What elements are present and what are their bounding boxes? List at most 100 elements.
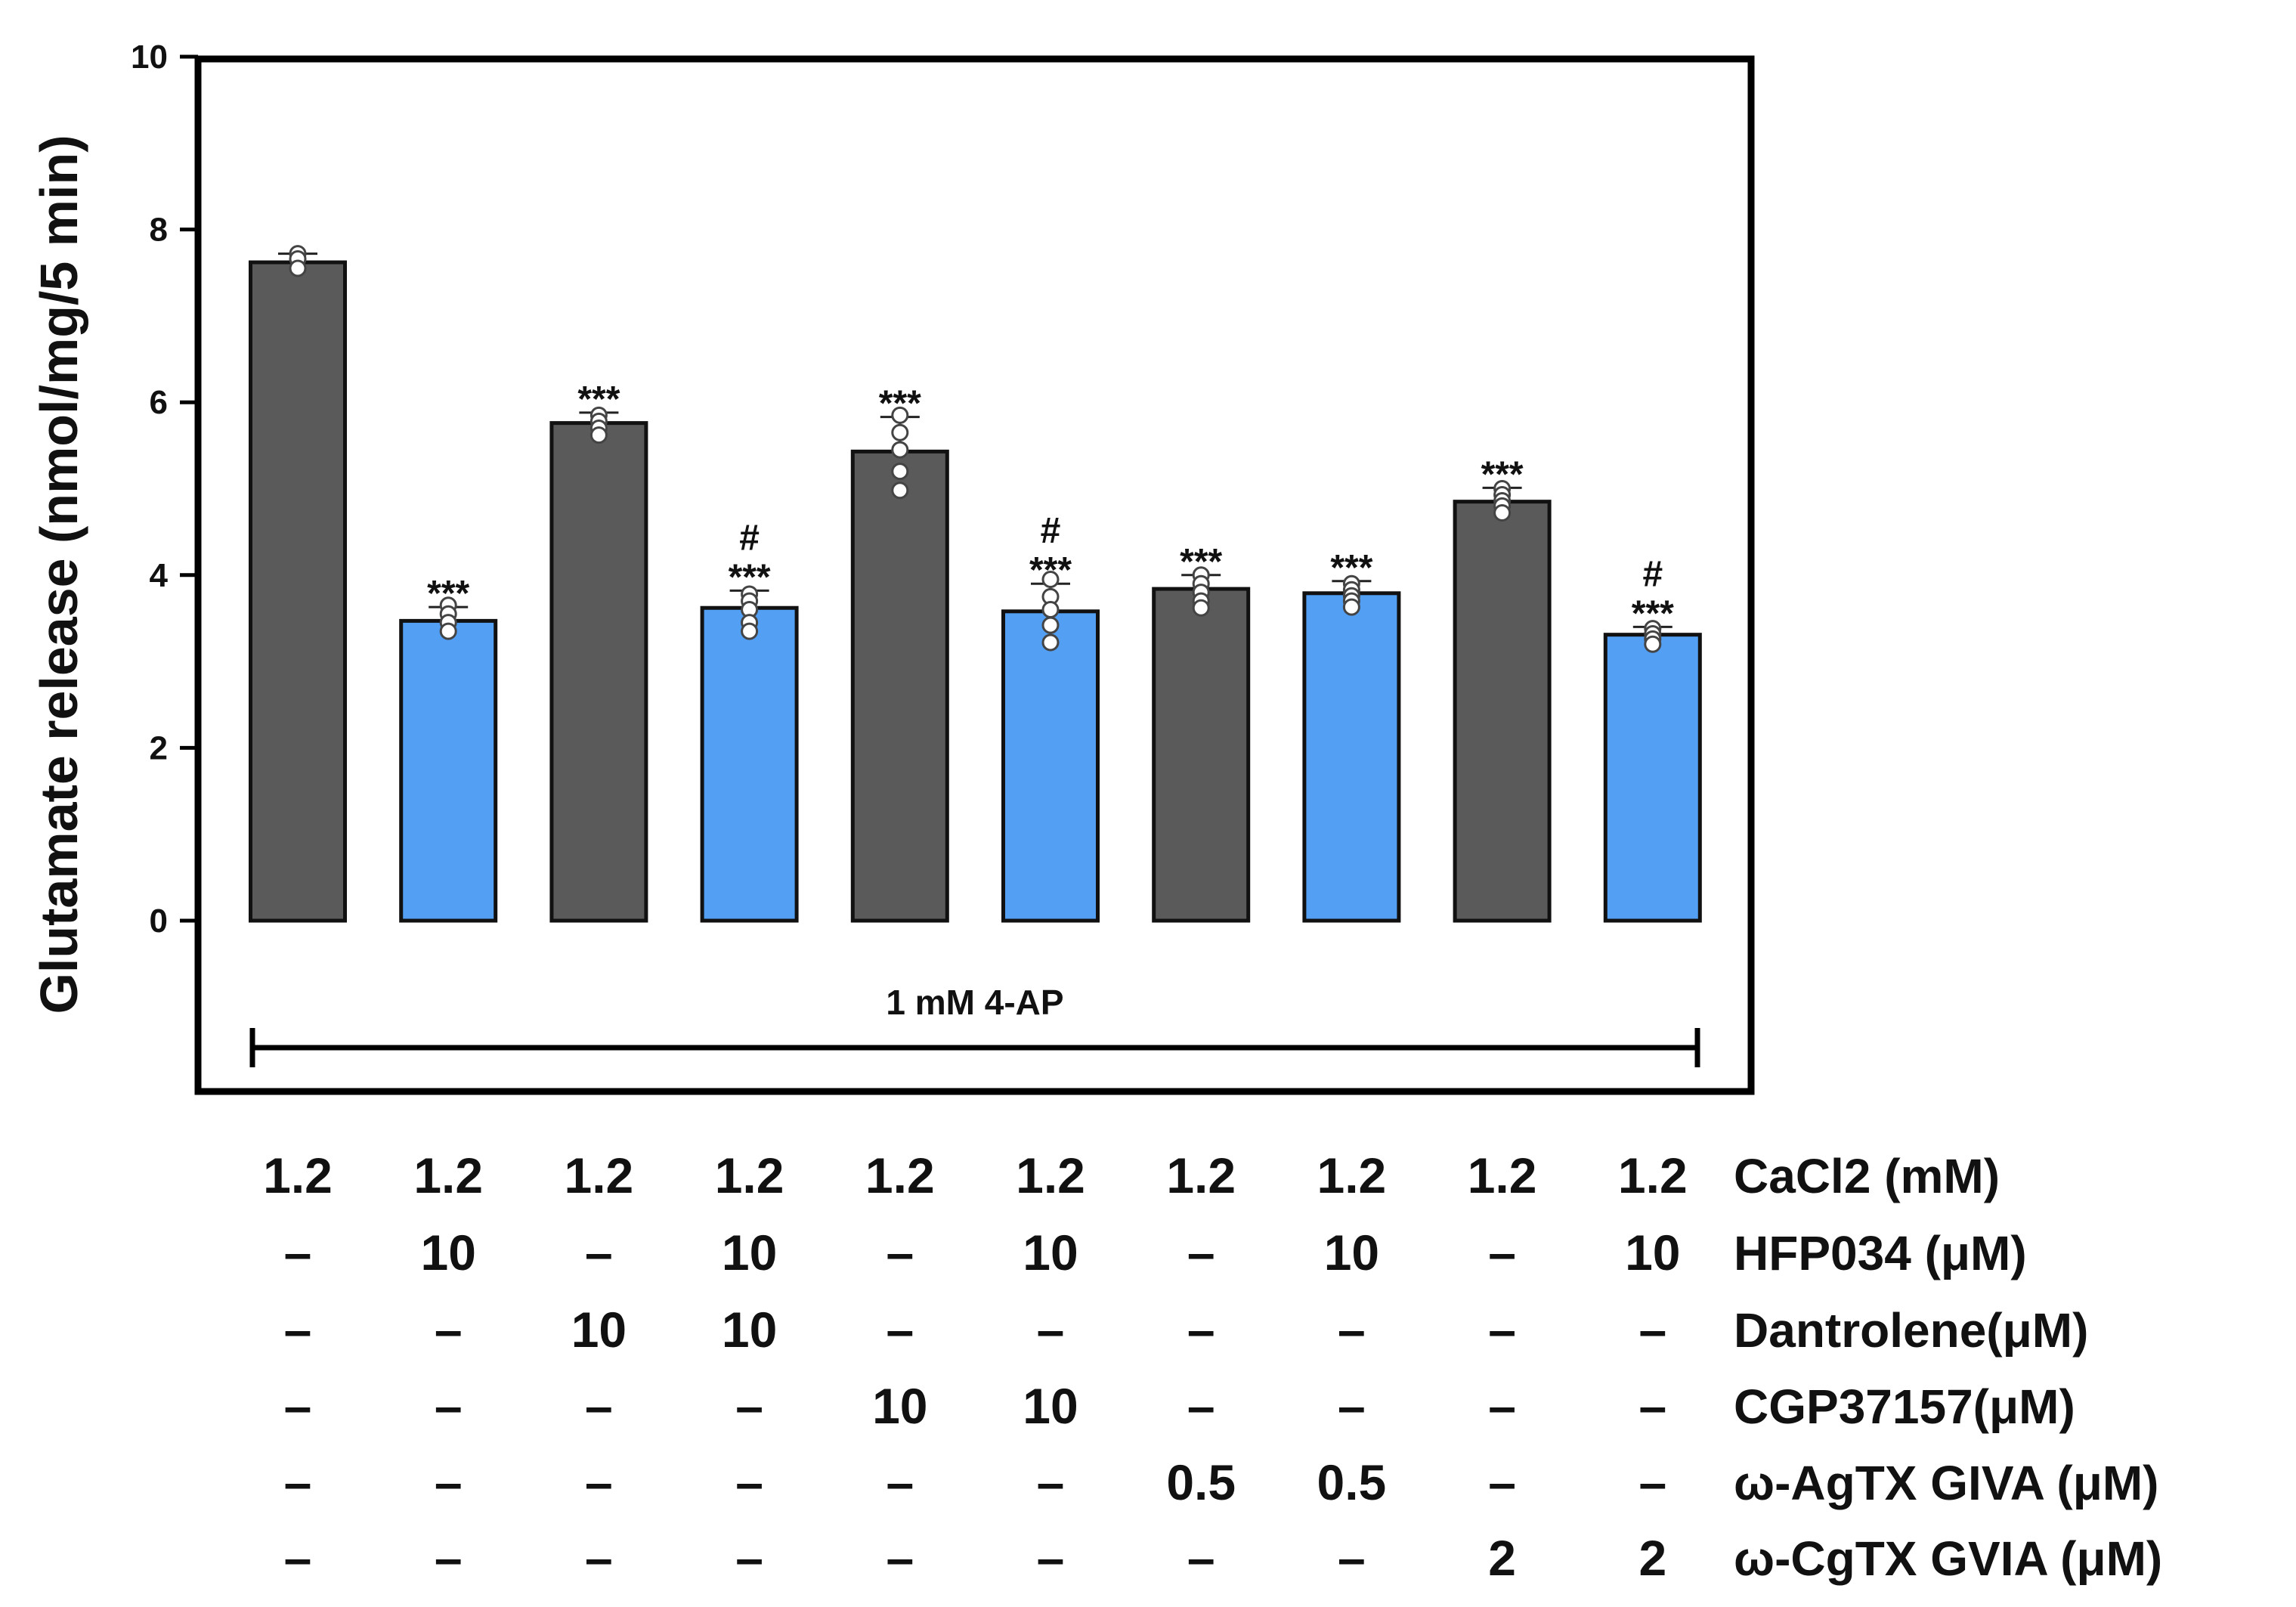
condition-value: 1.2 [1618, 1147, 1688, 1203]
condition-value: – [585, 1454, 613, 1510]
condition-value: 1.2 [1317, 1147, 1387, 1203]
significance-label: *** [1632, 593, 1674, 633]
condition-value: – [1488, 1454, 1516, 1510]
data-point [1041, 616, 1060, 634]
condition-value: – [585, 1378, 613, 1434]
condition-value: – [284, 1378, 312, 1434]
data-point [891, 463, 909, 481]
condition-value: 1.2 [565, 1147, 634, 1203]
condition-value: – [1338, 1530, 1366, 1586]
condition-value: 1.2 [865, 1147, 935, 1203]
condition-value: 10 [1625, 1225, 1680, 1280]
data-point [1342, 598, 1360, 616]
condition-value: 10 [571, 1302, 627, 1358]
condition-value: – [1187, 1378, 1215, 1434]
y-tick-label: 8 [150, 212, 168, 249]
y-tick-label: 10 [131, 39, 168, 76]
data-point [1041, 571, 1060, 589]
condition-label: CaCl2 (mM) [1734, 1149, 2000, 1203]
condition-value: 10 [872, 1378, 927, 1434]
significance-label: *** [427, 574, 469, 614]
condition-value: – [886, 1302, 914, 1358]
data-point [891, 441, 909, 459]
bar [549, 421, 648, 923]
data-point [891, 423, 909, 441]
condition-value: – [435, 1378, 463, 1434]
significance-label: *** [729, 557, 771, 597]
hash-label: # [739, 518, 760, 558]
condition-label: ω-CgTX GVIA (μM) [1734, 1531, 2162, 1586]
condition-value: – [1187, 1530, 1215, 1586]
condition-value: 0.5 [1166, 1454, 1236, 1510]
significance-label: *** [577, 379, 620, 420]
condition-value: – [1037, 1454, 1065, 1510]
conditions-table: 1.2 1.2 1.2 1.2 1.2 1.2 1.2 1.2 1.2 1.2 CaCl2 (mM)… [263, 1147, 2162, 1586]
condition-value: 1.2 [715, 1147, 784, 1203]
bar [1453, 500, 1552, 923]
bar [1302, 591, 1401, 923]
condition-value: 1.2 [413, 1147, 483, 1203]
hash-label: # [1041, 511, 1061, 551]
condition-value: – [735, 1378, 763, 1434]
condition-value: – [1338, 1302, 1366, 1358]
bar [249, 260, 347, 923]
condition-value: – [1488, 1302, 1516, 1358]
condition-value: 10 [1023, 1225, 1078, 1280]
condition-value: 10 [722, 1302, 777, 1358]
y-tick-label: 6 [150, 384, 168, 421]
bar [850, 449, 949, 923]
condition-value: 0.5 [1317, 1454, 1387, 1510]
bracket-label: 1 mM 4-AP [886, 983, 1063, 1022]
condition-value: 1.2 [1166, 1147, 1236, 1203]
data-point [589, 426, 608, 444]
data-point [1041, 601, 1060, 619]
condition-value: – [886, 1454, 914, 1510]
condition-value: – [1488, 1225, 1516, 1280]
data-point [891, 406, 909, 424]
condition-value: – [1037, 1530, 1065, 1586]
condition-label: ω-AgTX GIVA (μM) [1734, 1456, 2158, 1510]
condition-label: HFP034 (μM) [1734, 1226, 2027, 1280]
condition-value: – [435, 1302, 463, 1358]
condition-value: – [1338, 1378, 1366, 1434]
y-tick-label: 2 [150, 729, 168, 766]
significance-label: *** [879, 384, 921, 424]
data-point [289, 259, 307, 277]
bar [399, 618, 498, 923]
condition-value: – [1488, 1378, 1516, 1434]
condition-value: – [886, 1530, 914, 1586]
y-tick-label: 4 [150, 557, 169, 594]
bar [700, 605, 799, 923]
data-point [1493, 504, 1512, 522]
condition-value: – [1638, 1378, 1666, 1434]
data-point [1644, 635, 1662, 653]
bar [1603, 633, 1702, 923]
condition-value: – [1187, 1225, 1215, 1280]
bars-group: *********#******#*** *********# [249, 245, 1702, 923]
condition-value: – [435, 1530, 463, 1586]
significance-label: *** [1029, 550, 1072, 590]
data-point [439, 622, 457, 640]
significance-label: *** [1330, 548, 1372, 588]
condition-value: – [1638, 1302, 1666, 1358]
condition-value: – [1037, 1302, 1065, 1358]
condition-label: Dantrolene(μM) [1734, 1303, 2088, 1358]
condition-value: – [886, 1225, 914, 1280]
y-axis-title: Glutamate release (nmol/mg/5 min) [29, 135, 88, 1014]
condition-value: 10 [722, 1225, 777, 1280]
condition-value: – [1187, 1302, 1215, 1358]
condition-value: – [735, 1454, 763, 1510]
condition-value: – [284, 1302, 312, 1358]
condition-value: – [284, 1454, 312, 1510]
bar [1152, 587, 1251, 923]
y-tick-label: 0 [150, 903, 168, 940]
condition-value: 2 [1638, 1530, 1666, 1586]
condition-value: – [284, 1225, 312, 1280]
condition-value: 1.2 [1468, 1147, 1537, 1203]
data-point [891, 481, 909, 500]
condition-value: – [1638, 1454, 1666, 1510]
significance-label: *** [1481, 454, 1524, 494]
condition-value: 10 [420, 1225, 475, 1280]
condition-value: 10 [1324, 1225, 1379, 1280]
